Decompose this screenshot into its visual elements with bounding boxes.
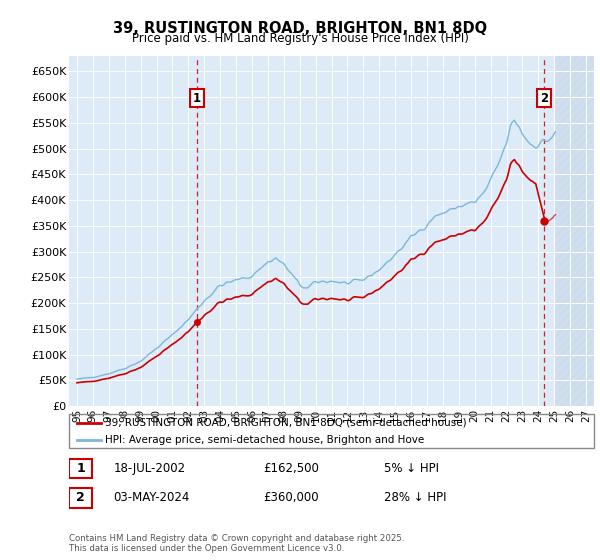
Text: £360,000: £360,000 (263, 492, 319, 505)
Text: 2: 2 (76, 492, 85, 505)
Text: 1: 1 (76, 462, 85, 475)
Bar (69, 488, 92, 508)
Text: 03-MAY-2024: 03-MAY-2024 (113, 492, 190, 505)
Text: 18-JUL-2002: 18-JUL-2002 (113, 462, 186, 475)
Text: 39, RUSTINGTON ROAD, BRIGHTON, BN1 8DQ (semi-detached house): 39, RUSTINGTON ROAD, BRIGHTON, BN1 8DQ (… (105, 418, 466, 428)
Text: 39, RUSTINGTON ROAD, BRIGHTON, BN1 8DQ: 39, RUSTINGTON ROAD, BRIGHTON, BN1 8DQ (113, 21, 487, 36)
Text: £162,500: £162,500 (263, 462, 319, 475)
Text: Contains HM Land Registry data © Crown copyright and database right 2025.
This d: Contains HM Land Registry data © Crown c… (69, 534, 404, 553)
Text: 2: 2 (539, 91, 548, 105)
Text: 5% ↓ HPI: 5% ↓ HPI (384, 462, 439, 475)
Bar (69, 459, 92, 478)
Bar (554, 56, 594, 406)
Text: 28% ↓ HPI: 28% ↓ HPI (384, 492, 446, 505)
Text: Price paid vs. HM Land Registry's House Price Index (HPI): Price paid vs. HM Land Registry's House … (131, 32, 469, 45)
Text: HPI: Average price, semi-detached house, Brighton and Hove: HPI: Average price, semi-detached house,… (105, 435, 424, 445)
Text: 1: 1 (193, 91, 201, 105)
